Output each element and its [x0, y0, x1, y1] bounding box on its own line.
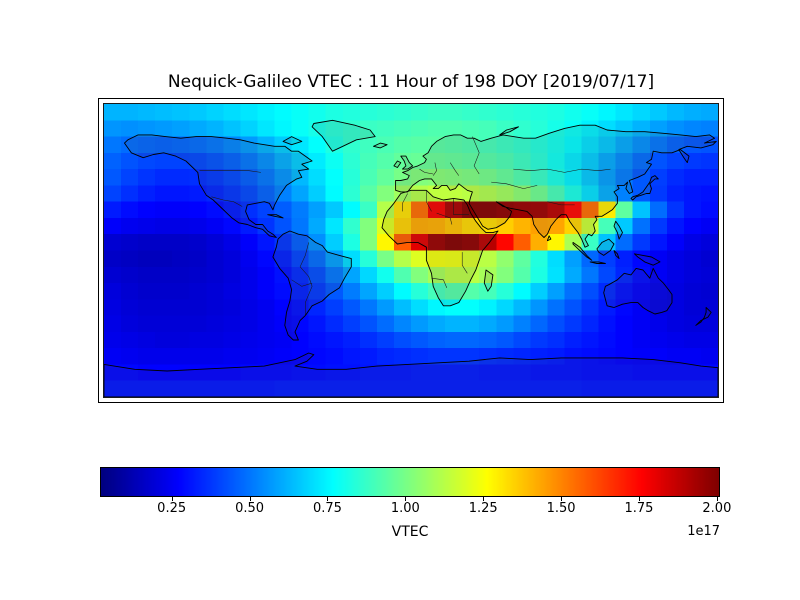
country-border-path [199, 170, 261, 173]
colorbar-tick-label: 0.50 [235, 501, 265, 516]
land-coastline-path [400, 155, 414, 170]
land-coastline-path [395, 124, 717, 248]
land-coastline-path [483, 269, 494, 292]
colorbar-tick-label: 0.25 [157, 501, 187, 516]
land-coastline-path [603, 267, 673, 315]
land-coastline-path [104, 352, 718, 397]
colorbar-tick [561, 497, 563, 501]
country-border-path [513, 168, 611, 173]
land-coastline-path [613, 220, 623, 240]
colorbar-gradient-canvas [101, 468, 719, 496]
colorbar-tick [405, 497, 407, 501]
country-border-path [453, 198, 469, 215]
land-coastline-path [373, 142, 388, 149]
colorbar-tick [171, 497, 173, 501]
country-border-path [291, 279, 313, 287]
country-border-path [472, 136, 480, 175]
land-coastline-path [393, 160, 402, 168]
country-border-path [436, 212, 453, 225]
colorbar-tick-label: 1.25 [468, 501, 498, 516]
land-coastline-path [267, 214, 284, 219]
country-border-path [491, 181, 538, 189]
land-coastline-path [572, 241, 593, 261]
country-border-path [449, 162, 460, 176]
land-coastline-path [633, 253, 661, 266]
land-coastline-path [546, 235, 552, 242]
colorbar-tick-label: 1.00 [390, 501, 420, 516]
colorbar-label: VTEC [391, 524, 429, 540]
map-axes-frame [98, 98, 724, 403]
land-coastline-path [613, 250, 620, 260]
country-border-path [402, 193, 408, 212]
colorbar-tick [483, 497, 485, 501]
colorbar-tick [249, 497, 251, 501]
country-border-path [419, 168, 434, 175]
coastlines-overlay [104, 119, 718, 397]
colorbar-tick-label: 2.00 [702, 501, 732, 516]
colorbar-ticks [100, 497, 720, 502]
land-coastline-path [381, 189, 499, 307]
country-border-path [431, 277, 448, 289]
vtec-heatmap-canvas [104, 104, 718, 397]
land-coastline-path [596, 238, 615, 256]
land-coastline-path [282, 136, 303, 146]
map-area [103, 103, 719, 398]
country-border-path [211, 196, 243, 207]
country-border-path [426, 190, 432, 212]
colorbar [100, 467, 720, 497]
land-coastline-path [499, 126, 519, 136]
country-border-path [432, 162, 437, 176]
colorbar-tick [638, 497, 640, 501]
country-border-path [547, 201, 575, 206]
plot-title: Nequick-Galileo VTEC : 11 Hour of 198 DO… [167, 72, 655, 92]
land-coastline-path [124, 134, 313, 238]
colorbar-tick [327, 497, 329, 501]
land-coastline-path [589, 261, 606, 264]
land-coastline-path [695, 307, 712, 326]
land-coastline-path [311, 119, 376, 152]
colorbar-tick-label: 1.75 [624, 501, 654, 516]
country-border-path [299, 242, 313, 316]
colorbar-tick-label: 1.50 [546, 501, 576, 516]
land-coastline-path [630, 175, 659, 201]
colorbar-tick-labels: 0.25 0.50 0.75 1.00 1.25 1.50 1.75 2.00 [100, 501, 731, 518]
colorbar-offset-text: 1e17 [687, 524, 720, 539]
colorbar-tick-label: 0.75 [312, 501, 342, 516]
country-border-path [461, 252, 468, 274]
colorbar-tick [716, 497, 718, 501]
